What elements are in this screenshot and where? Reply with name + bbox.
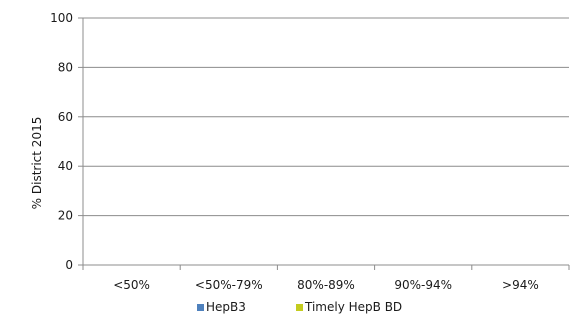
y-tick-label: 40 [58,159,73,173]
y-tick-label: 60 [58,110,73,124]
legend-label-timely-hepb-bd: Timely HepB BD [305,300,403,314]
axes [78,17,570,270]
y-tick-label: 20 [58,209,73,223]
legend-label-hepb3: HepB3 [206,300,246,314]
gridlines [83,17,569,217]
y-tick-label: 0 [65,258,73,272]
legend-swatch-hepb3 [197,303,204,311]
legend-item-hepb3: HepB3 [197,300,246,314]
legend-item-timely-hepb-bd: Timely HepB BD [296,300,402,314]
x-tick-label: 80%-89% [297,278,355,292]
x-tick-label: >94% [502,278,539,292]
x-tick-label: 90%-94% [394,278,452,292]
y-tick-label: 80 [58,60,73,74]
y-tick-label: 100 [50,11,73,25]
x-tick-label: <50%-79% [195,278,263,292]
x-tick-label: <50% [113,278,150,292]
legend: HepB3 Timely HepB BD [0,300,572,320]
y-axis-title: % District 2015 [30,117,44,210]
legend-swatch-timely-hepb-bd [296,303,303,311]
tick-labels: 0 20 40 60 80 100 <50% <50%-79% 80%-89% 90%-94% >9… [50,11,539,292]
